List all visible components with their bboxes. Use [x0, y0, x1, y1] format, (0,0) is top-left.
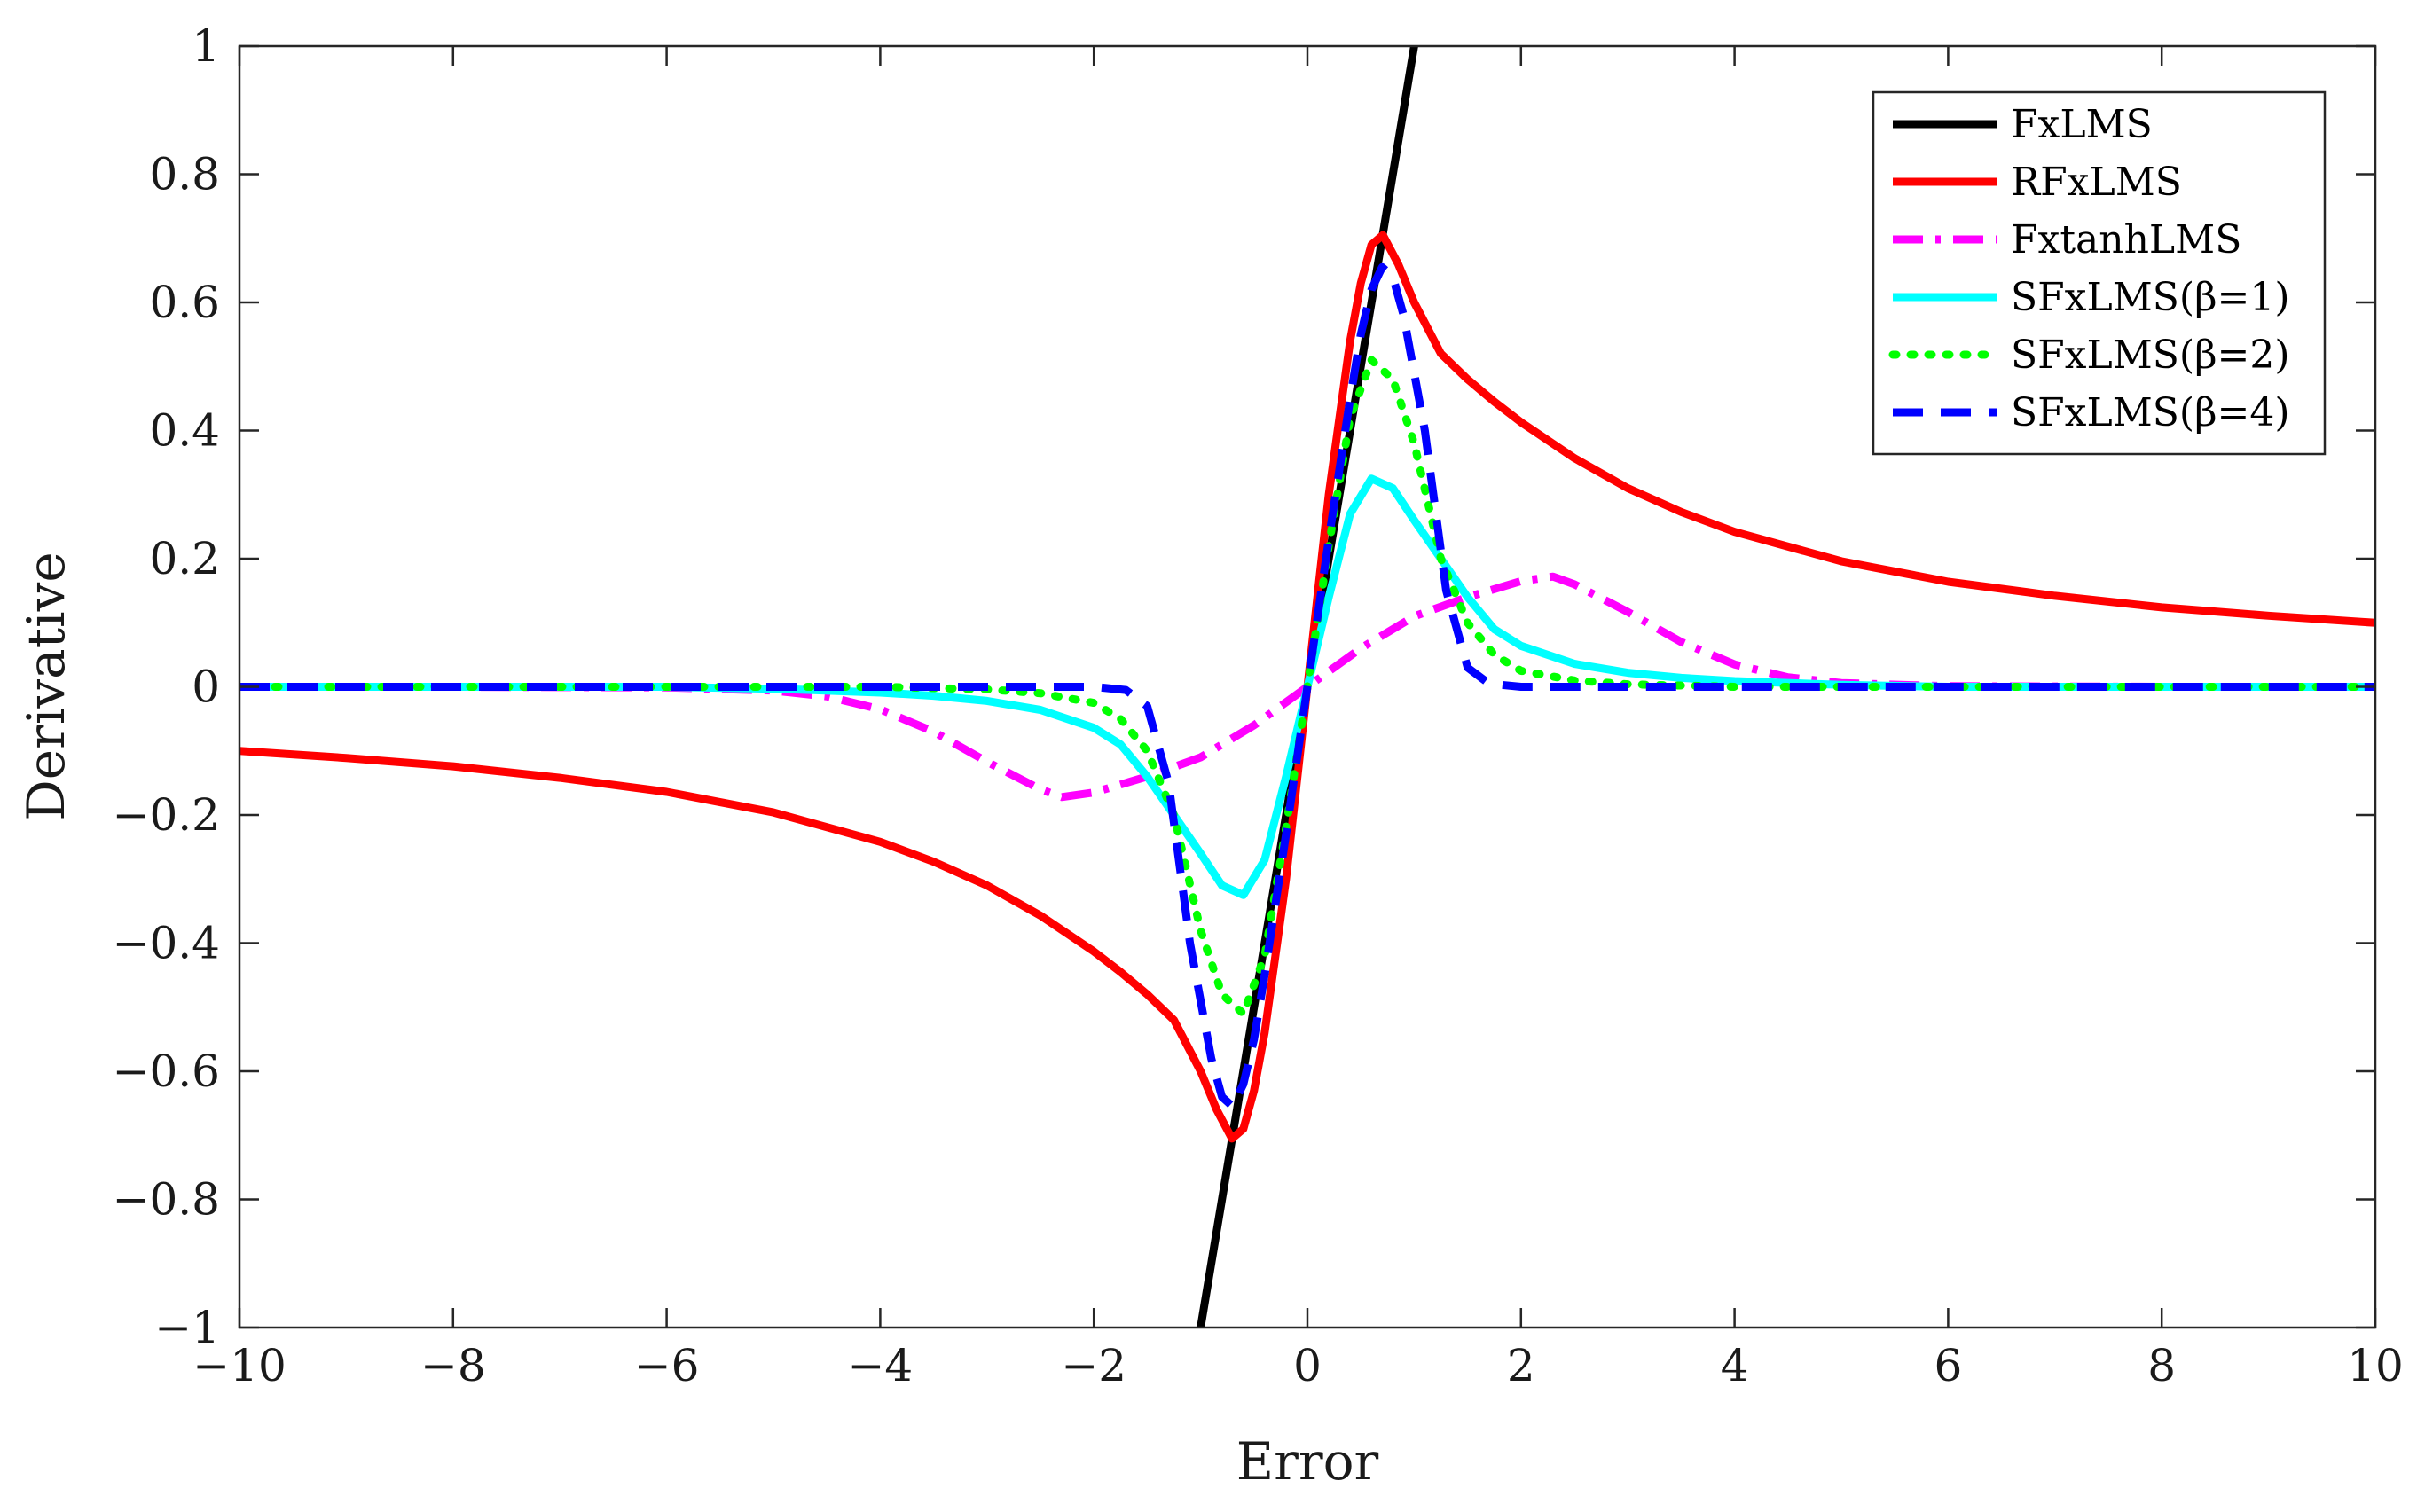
x-tick-label: 6	[1934, 1340, 1962, 1391]
legend-label-fxlms: FxLMS	[2011, 102, 2153, 147]
y-tick-label: −0.4	[113, 918, 220, 969]
x-tick-label: −2	[1061, 1340, 1126, 1391]
legend-box	[1872, 90, 2327, 456]
y-tick-label: −0.6	[113, 1046, 220, 1097]
series-line-sfxlms-4	[239, 262, 2375, 1111]
series-line-fxtanhlms	[239, 572, 2375, 802]
legend-label-sfxlms-4: SFxLMS(β=4)	[2011, 390, 2290, 435]
y-tick-label: 0.6	[149, 277, 220, 328]
ticks-layer: −10 −8 −6 −4 −2 0 2 4 6 8 10 1 0.8 0.6 0.4 0.2 0 −0.2 −0.4…	[113, 20, 2404, 1391]
x-tick-label: −4	[848, 1340, 914, 1391]
y-tick-label: 0.8	[149, 149, 220, 200]
legend: FxLMS RFxLMS FxtanhLMS SFxLMS(β=1) SFxLMS(β=…	[1872, 90, 2327, 456]
y-tick-label: −0.8	[113, 1174, 220, 1226]
legend-label-sfxlms-2: SFxLMS(β=2)	[2011, 333, 2290, 378]
y-tick-label: 1	[192, 20, 220, 72]
legend-label-sfxlms-1: SFxLMS(β=1)	[2011, 275, 2290, 320]
y-tick-label: 0	[192, 662, 220, 713]
x-tick-label: −10	[192, 1340, 286, 1391]
legend-label-fxtanhlms: FxtanhLMS	[2011, 217, 2241, 262]
y-tick-label: −1	[154, 1302, 220, 1353]
x-tick-label: 8	[2147, 1340, 2176, 1391]
legend-label-rfxlms: RFxLMS	[2011, 160, 2182, 205]
x-axis-label: Error	[1236, 1431, 1379, 1492]
x-tick-label: 2	[1507, 1340, 1535, 1391]
x-tick-label: 4	[1721, 1340, 1749, 1391]
y-tick-label: 0.4	[149, 405, 220, 457]
x-tick-label: 0	[1293, 1340, 1322, 1391]
x-tick-label: 10	[2347, 1340, 2404, 1391]
y-axis-label: Derivative	[16, 552, 76, 820]
x-tick-label: −6	[634, 1340, 700, 1391]
x-tick-label: −8	[420, 1340, 486, 1391]
series-layer	[239, 46, 2375, 1328]
y-tick-label: 0.2	[149, 533, 220, 584]
y-tick-label: −0.2	[113, 789, 220, 841]
